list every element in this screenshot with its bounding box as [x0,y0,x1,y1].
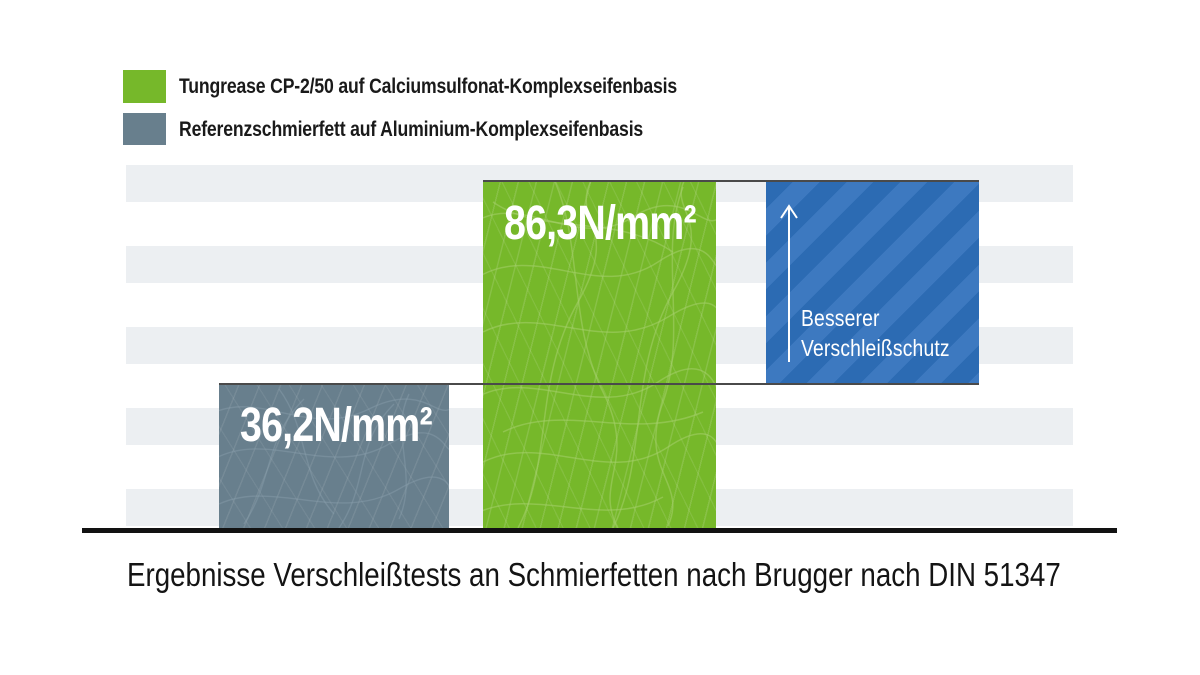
connector-line-referenz-level [219,383,979,385]
chart-caption: Ergebnisse Verschleißtests an Schmierfet… [127,556,1200,594]
bar-referenzschmierfett: 36,2N/mm² [219,384,449,528]
arrow-up-icon [780,204,798,362]
bar-value-tungrease-text: 86,3N/mm² [504,197,697,250]
annotation-line2: Verschleißschutz [801,335,950,362]
legend-label-referenz-text: Referenzschmierfett auf Aluminium-Komple… [179,118,644,141]
annotation-text: Besserer Verschleißschutz [801,304,978,364]
bar-value-referenz-text: 36,2N/mm² [240,399,433,452]
legend-swatch-gray [123,113,166,145]
connector-line-tungrease-level [483,180,979,182]
bar-tungrease: 86,3N/mm² [483,182,716,528]
chart-caption-text: Ergebnisse Verschleißtests an Schmierfet… [127,556,1061,593]
annotation-line1: Besserer [801,305,880,332]
legend-swatch-green [123,70,166,103]
legend-label-tungrease-text: Tungrease CP-2/50 auf Calciumsulfonat-Ko… [179,75,678,98]
scratch-texture [483,182,716,528]
legend-label-referenz: Referenzschmierfett auf Aluminium-Komple… [179,118,731,142]
bar-value-referenz: 36,2N/mm² [219,398,449,453]
annotation-box: Besserer Verschleißschutz [766,182,979,384]
x-axis-baseline [82,528,1117,533]
legend-label-tungrease: Tungrease CP-2/50 auf Calciumsulfonat-Ko… [179,75,772,99]
scratch-texture [219,388,449,528]
bar-value-tungrease: 86,3N/mm² [483,196,716,251]
